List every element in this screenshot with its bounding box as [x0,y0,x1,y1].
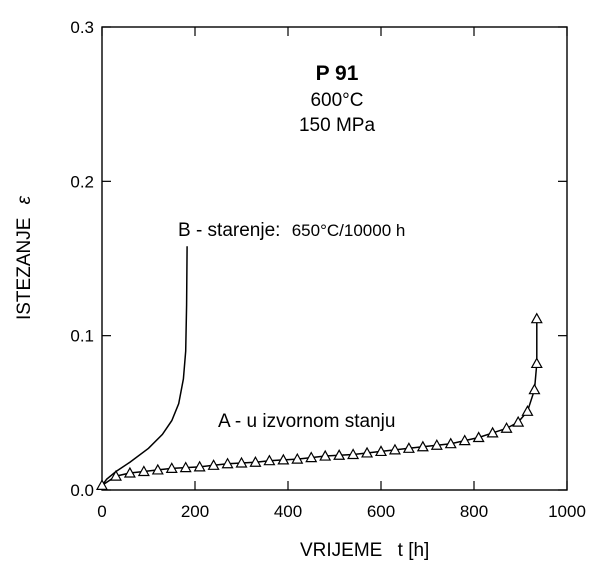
series-a-point [333,449,346,460]
series-a-point [165,462,178,473]
series-a-point [235,456,248,468]
series-a-point [179,461,192,473]
series-a-point [277,453,290,465]
series-b-label: B - starenje: 650°C/10000 h [178,220,405,241]
y-tick-label: 0.3 [70,18,94,37]
chart-subtitle-temperature: 600°C [310,90,363,111]
series-a-point [193,460,206,472]
series-a-point [374,445,388,457]
y-tick-label: 0.0 [70,481,94,500]
series-a-point [319,449,332,461]
series-b-line [101,246,188,486]
x-tick-label: 0 [97,502,106,521]
series-a-point [291,452,304,464]
series-a-point [109,469,122,481]
series-a-point [347,448,360,460]
series-a-point [430,439,443,450]
series-a-point [521,405,534,416]
x-tick-label: 400 [274,502,302,521]
series-a-point [207,459,220,470]
series-a-point [151,463,164,475]
x-tick-label: 1000 [548,502,586,521]
series-a-point [361,446,374,458]
x-tick-label: 600 [367,502,395,521]
series-a-point [458,434,471,446]
series-a-point [528,383,541,395]
series-a-point [472,431,485,443]
series-a-point [444,437,457,449]
series-a-point [137,465,150,477]
series-a-point [530,312,543,324]
series-a-point [305,451,318,463]
series-a-point [388,443,401,455]
y-axis-title: ISTEZANJE ε [14,195,35,320]
x-axis-title-main: VRIJEME [300,540,382,561]
x-axis-title: VRIJEME t [h] [300,540,429,561]
chart-subtitle-stress: 150 MPa [299,115,375,136]
series-a-point [402,442,415,453]
series-a-point [221,457,234,469]
series-a-point [512,415,525,427]
chart-title: P 91 [316,62,359,85]
axis-ticks [101,26,568,491]
series-a-point [123,466,136,478]
series-a-point [416,440,429,452]
series-a-point [500,422,513,433]
x-axis-title-var: t [h] [398,540,430,561]
axis-tick-labels: 0 200 400 600 800 1000 0.0 0.1 0.2 0.3 [70,18,586,521]
x-tick-label: 800 [460,502,488,521]
y-tick-label: 0.2 [70,172,94,191]
series-b-detail: 650°C/10000 h [292,221,406,240]
series-a-point [249,455,262,467]
series-b-name: B - starenje: [178,220,280,241]
series-a-point [486,426,499,438]
series-a-point [263,454,276,466]
series-a-point [95,479,109,490]
plot-frame [101,26,568,491]
x-tick-label: 200 [181,502,209,521]
series-a-markers [95,312,543,490]
series-a-point [530,357,543,369]
y-axis-title-main: ISTEZANJE [14,218,35,320]
series-a-label: A - u izvornom stanju [218,411,395,432]
y-tick-label: 0.1 [70,327,94,346]
y-axis-title-var: ε [14,195,35,204]
